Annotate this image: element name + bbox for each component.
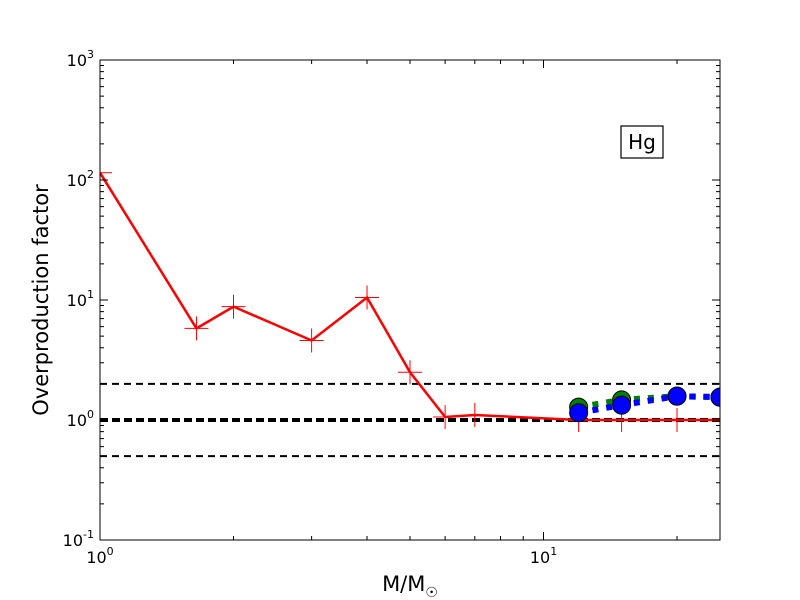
series-line-2 [578,393,720,416]
series-group [100,160,720,432]
series-point-plus [398,360,422,385]
y-axis-label: Overproduction factor [29,184,53,416]
series-point-plus [665,408,690,432]
series-point-circle [710,387,720,407]
series-point-plus [462,403,487,428]
series-point-plus [355,285,380,310]
x-tick-label: 101 [530,545,557,567]
annotation-box: Hg [620,125,664,159]
series-point-circle [667,386,687,406]
series-point-plus [221,294,246,319]
x-axis-label: M/M☉ [382,572,438,600]
y-tick-label: 103 [67,48,94,70]
plot-series [100,160,720,432]
series-point-plus [100,160,112,185]
y-tick-label: 102 [67,168,94,190]
y-tick-label: 100 [67,408,94,430]
annotation-label: Hg [628,130,656,154]
y-tick-label: 10-1 [63,528,94,550]
series-point-circle [612,395,632,415]
series-point-plus [184,316,209,341]
y-tick-label: 101 [67,288,94,310]
x-tick-label: 100 [86,545,113,567]
series-point-plus [299,328,324,353]
series-point-plus [433,404,458,429]
series-point-circle [569,403,589,423]
